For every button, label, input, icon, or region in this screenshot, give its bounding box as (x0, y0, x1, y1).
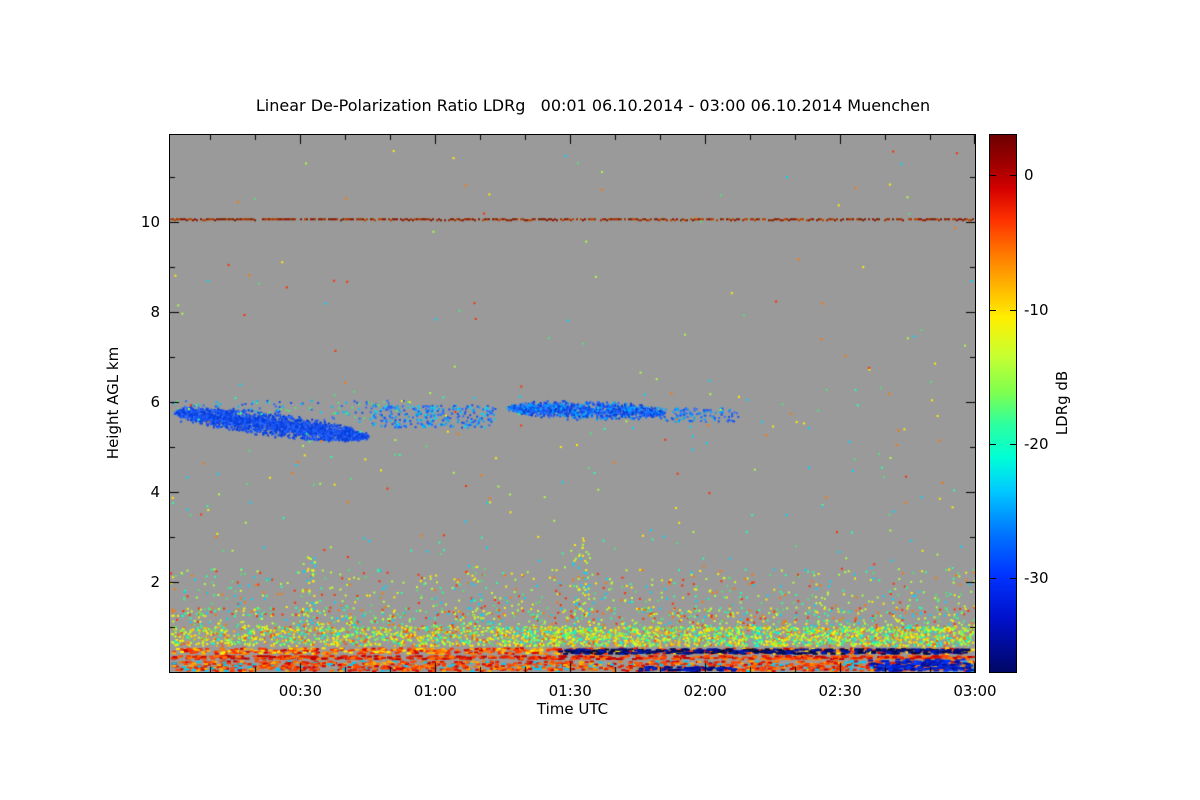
colorbar-tick-mark (1010, 309, 1016, 311)
colorbar-tick-mark (1010, 443, 1016, 445)
x-tick-label: 00:30 (278, 682, 323, 700)
chart-title: Linear De-Polarization Ratio LDRg 00:01 … (255, 96, 931, 115)
x-tick-label: 02:30 (818, 682, 862, 700)
x-tick-label: 02:00 (683, 682, 727, 700)
colorbar-tick-label: 0 (1024, 166, 1034, 185)
colorbar-tick-mark (990, 175, 996, 177)
colorbar-label: LDRg dB (1053, 370, 1071, 436)
y-tick-label: 4 (150, 482, 160, 501)
colorbar-tick-mark (990, 578, 996, 580)
colorbar-tick-mark (1010, 578, 1016, 580)
colorbar-tick-mark (990, 309, 996, 311)
x-tick-label: 01:30 (548, 682, 592, 700)
y-tick-label: 8 (150, 302, 160, 321)
colorbar-gradient (990, 135, 1016, 672)
y-tick-label: 2 (150, 572, 160, 591)
y-tick-label: 6 (150, 392, 160, 411)
x-axis-label: Time UTC (536, 700, 609, 718)
plot-frame (169, 134, 976, 673)
colorbar-tick-label: -10 (1024, 300, 1049, 319)
colorbar-tick-label: -20 (1024, 434, 1049, 453)
x-tick-label: 01:00 (413, 682, 457, 700)
y-tick-label: 10 (140, 212, 160, 231)
ldr-heatmap-canvas (170, 135, 975, 672)
colorbar-tick-mark (1010, 175, 1016, 177)
colorbar-tick-mark (990, 443, 996, 445)
x-tick-label: 03:00 (953, 682, 997, 700)
colorbar (989, 134, 1017, 673)
colorbar-tick-label: -30 (1024, 569, 1049, 588)
